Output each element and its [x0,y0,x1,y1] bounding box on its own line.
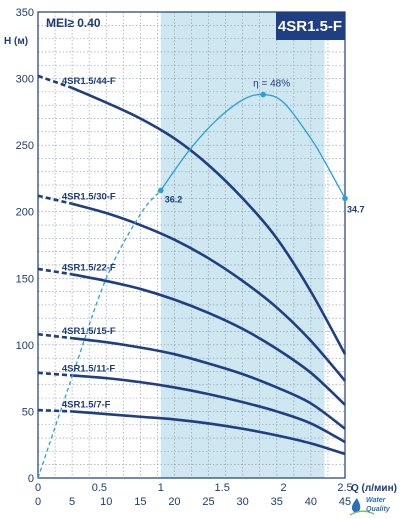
y-tick-label: 300 [16,74,34,86]
x-tick-label: 5 [69,496,75,508]
y-tick-label: 50 [22,406,34,418]
y-tick-label: 0 [28,473,34,485]
pump-curve [71,86,347,355]
grid [37,11,346,479]
y-tick-label: 200 [16,207,34,219]
logo-text: Quality [366,506,391,513]
pump-curve-dashed [37,371,73,377]
pump-curve [72,374,346,444]
pump-curve-label: 4SR1.5/15-F [62,326,116,337]
y-tick-label: 350 [16,7,34,19]
y-axis-label: H (м) [4,36,28,47]
pump-curve-label: 4SR1.5/11-F [62,363,116,374]
water-drop-icon [351,498,361,513]
x-tick-label-secondary: 1 [158,482,164,494]
pump-curve-dashed [37,408,73,413]
pump-curve-label: 4SR1.5/7-F [62,399,111,410]
x-tick-label: 25 [202,496,214,508]
x-tick-label-secondary: 2.5 [337,482,352,494]
logo-text: Water [366,497,387,504]
pump-curve-dashed [37,74,73,90]
x-tick-label: 15 [134,496,146,508]
x-axis-label: Q (л/мин) [351,483,397,494]
pump-curve [71,273,346,406]
mei-label: MEI≥ 0.40 [46,16,101,30]
water-quality-logo: Water Quality [349,497,391,516]
pump-curve [71,336,346,430]
pump-curve [71,202,346,382]
y-tick-label: 250 [16,140,34,152]
curves [37,74,348,479]
x-tick-label-secondary: 2 [281,482,287,494]
leaf-swoosh-icon [349,510,375,516]
pump-curve-dashed [37,194,73,205]
pump-curve-dashed [37,267,73,276]
x-tick-label: 35 [271,496,283,508]
x-tick-label: 40 [305,496,317,508]
efficiency-peak-label: η = 48% [253,79,290,90]
labels: 0 50 100 150 200 250 300 350 0 0.5 1 1.5 2 2.5 0 5 10 15 2… [4,7,397,516]
efficiency-marker [260,91,266,98]
efficiency-curve-dashed [37,189,162,479]
x-tick-label-secondary: 0 [35,482,41,494]
pump-curve-label: 4SR1.5/44-F [62,76,116,87]
x-tick-label: 30 [237,496,249,508]
x-tick-label: 45 [339,496,351,508]
efficiency-marker [342,195,348,202]
x-tick-label-secondary: 0.5 [92,482,107,494]
model-title-box [276,12,345,40]
plot-frame [37,11,346,479]
pump-curve [72,410,346,456]
y-tick-label: 100 [16,340,34,352]
pump-curve-label: 4SR1.5/22-F [62,262,116,273]
x-tick-label: 10 [100,496,112,508]
efficiency-point-label: 34.7 [347,204,365,214]
efficiency-marker [158,187,164,194]
x-tick-label: 20 [168,496,180,508]
efficiency-point-label: 36.2 [165,194,183,204]
pump-curve-label: 4SR1.5/30-F [62,192,116,203]
x-tick-label: 0 [35,496,41,508]
model-title: 4SR1.5-F [278,18,342,35]
x-tick-label-secondary: 1.5 [215,482,230,494]
pump-curve-dashed [37,332,73,340]
y-tick-label: 150 [16,273,34,285]
